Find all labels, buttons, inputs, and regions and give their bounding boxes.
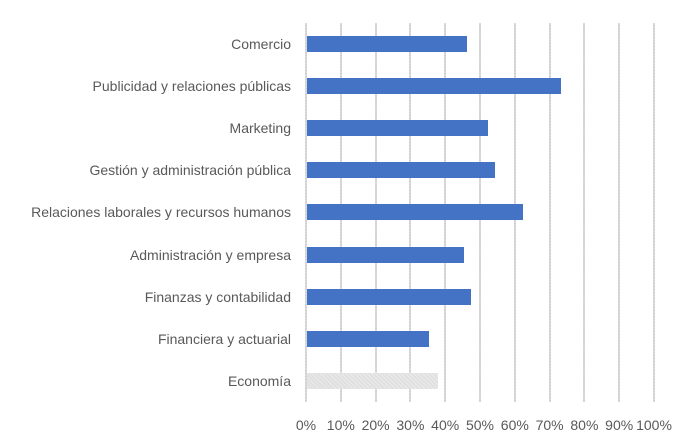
category-label: Administración y empresa [129,246,291,263]
gridline [305,23,307,402]
category-label: Relaciones laborales y recursos humanos [31,204,291,221]
bar [307,162,495,179]
x-tick-label: 70% [535,417,564,433]
x-tick-label: 0% [295,417,317,433]
category-label: Financiera y actuarial [157,330,291,347]
bar [307,372,438,389]
x-tick-label: 90% [605,417,634,433]
gridline [583,23,586,402]
category-label: Finanzas y contabilidad [144,288,291,305]
bar [307,204,523,221]
category-label: Economía [227,372,291,389]
x-tick-label: 60% [500,417,529,433]
x-tick-label: 10% [326,417,355,433]
bar [307,246,464,263]
category-label: Comercio [231,36,291,52]
bar [307,120,488,137]
x-tick-label: 50% [465,417,495,433]
bar [307,36,468,52]
x-tick-label: 100% [636,417,672,433]
bar [307,288,471,305]
x-tick-label: 80% [570,417,599,433]
x-tick-label: 30% [396,417,425,433]
gridline [548,23,551,402]
x-tick-label: 40% [431,417,460,433]
category-label: Marketing [229,120,291,137]
x-tick-label: 20% [361,417,390,433]
category-label: Publicidad y relaciones públicas [92,78,291,95]
category-label: Gestión y administración pública [89,162,291,179]
gridline [653,23,655,402]
bar [307,330,429,347]
gridline [618,23,621,402]
bar [307,78,562,95]
